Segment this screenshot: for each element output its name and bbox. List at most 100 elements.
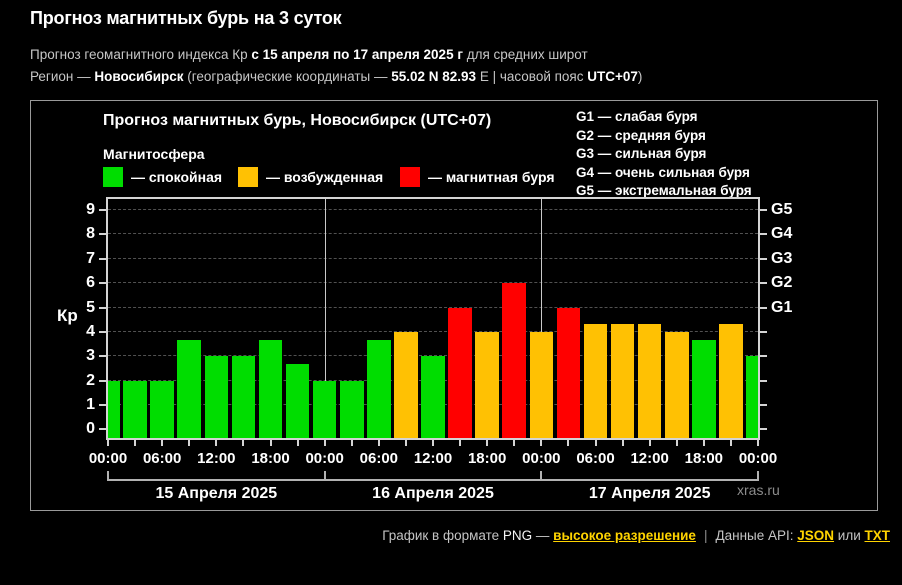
x-axis-tick bbox=[648, 440, 651, 446]
g-scale-tick-label: G4 bbox=[771, 225, 793, 243]
x-axis-tick-label: 18:00 bbox=[684, 450, 724, 467]
right-axis-tick bbox=[760, 257, 767, 260]
day-bracket-tick bbox=[540, 471, 543, 481]
g-scale-legend: G1 — слабая буря G2 — средняя буря G3 — … bbox=[576, 108, 752, 201]
g-scale-legend-item: G4 — очень сильная буря bbox=[576, 164, 750, 180]
x-axis-tick-label: 00:00 bbox=[522, 450, 561, 467]
kp-bar bbox=[123, 380, 147, 438]
y-axis-tick-label: 9 bbox=[86, 200, 95, 218]
legend-item-storm: — магнитная буря bbox=[400, 167, 555, 187]
legend-label: — спокойная bbox=[131, 169, 223, 185]
y-axis-tick-label: 6 bbox=[86, 274, 95, 292]
x-axis-tick bbox=[757, 440, 759, 446]
x-axis-tick-label: 06:00 bbox=[576, 450, 615, 467]
x-axis-tick bbox=[350, 440, 353, 446]
x-axis-tick bbox=[702, 440, 705, 446]
right-axis-tick bbox=[760, 282, 767, 285]
x-axis-tick bbox=[323, 440, 326, 446]
right-axis-tick bbox=[760, 428, 767, 431]
kp-gridline bbox=[108, 330, 758, 332]
legend-label: — магнитная буря bbox=[428, 169, 555, 185]
txt-link[interactable]: TXT bbox=[864, 528, 891, 543]
x-axis-tick bbox=[404, 440, 407, 446]
x-axis-tick bbox=[540, 440, 543, 446]
x-axis-tick bbox=[486, 440, 489, 446]
y-axis-tick-label: 5 bbox=[86, 298, 95, 316]
legend-item-excited: — возбужденная bbox=[238, 167, 383, 187]
coords-label: (географические координаты — bbox=[183, 69, 392, 84]
right-axis-tick bbox=[760, 306, 767, 309]
json-link[interactable]: JSON bbox=[797, 528, 835, 543]
x-axis-tick bbox=[675, 440, 678, 446]
kp-bar bbox=[108, 380, 120, 438]
g-scale-legend-item: G5 — экстремальная буря bbox=[576, 183, 752, 198]
chart-panel: Прогноз магнитных бурь, Новосибирск (UTC… bbox=[30, 100, 878, 511]
x-axis-tick bbox=[215, 440, 218, 446]
subtitle-date-range: с 15 апреля по 17 апреля 2025 г bbox=[251, 47, 463, 62]
legend-item-quiet: — спокойная bbox=[103, 167, 222, 187]
kp-bar bbox=[231, 356, 256, 438]
y-axis-tick bbox=[99, 257, 106, 260]
kp-bar bbox=[285, 364, 310, 438]
y-axis-tick bbox=[99, 428, 106, 431]
day-bracket-tick bbox=[107, 471, 109, 481]
day-separator-line bbox=[324, 199, 326, 438]
high-resolution-link[interactable]: высокое разрешение bbox=[553, 528, 696, 543]
magnetosphere-label: Магнитосфера bbox=[103, 146, 205, 162]
subtitle-latitudes: для средних широт bbox=[462, 47, 588, 62]
right-axis-tick bbox=[760, 379, 767, 382]
footer-or-text: или bbox=[834, 528, 865, 543]
day-label: 17 Апреля 2025 bbox=[588, 485, 711, 502]
x-axis-tick-label: 12:00 bbox=[197, 450, 236, 467]
day-label: 15 Апреля 2025 bbox=[155, 485, 278, 502]
x-axis-tick bbox=[459, 440, 462, 446]
kp-bar bbox=[637, 323, 662, 438]
x-axis-tick-label: 18:00 bbox=[467, 450, 507, 467]
footer-separator: | bbox=[703, 528, 708, 543]
day-bracket-tick bbox=[757, 471, 759, 481]
x-axis-tick bbox=[134, 440, 137, 446]
x-axis-tick-label: 18:00 bbox=[251, 450, 290, 467]
kp-bar bbox=[502, 283, 527, 438]
y-axis-tick bbox=[99, 379, 106, 382]
plot-area: 0 1 2 3 4 5 G1 6 G2 7 G3 8 G4 9 G5 00:00 06:00 12:00 18:00… bbox=[86, 197, 792, 502]
y-axis-title: Кр bbox=[57, 306, 78, 325]
kp-bar bbox=[421, 356, 445, 438]
kp-bar bbox=[583, 323, 608, 438]
kp-bar bbox=[177, 339, 202, 438]
x-axis-tick bbox=[107, 440, 109, 446]
g-scale-legend-item: G2 — средняя буря bbox=[576, 127, 706, 143]
excited-color-swatch bbox=[238, 167, 258, 187]
png-format-label: PNG bbox=[502, 528, 533, 543]
kp-bar bbox=[746, 356, 758, 438]
kp-bar bbox=[204, 356, 229, 438]
region-name: Новосибирск bbox=[94, 69, 184, 84]
x-axis-tick bbox=[188, 440, 191, 446]
kp-gridline bbox=[108, 355, 758, 357]
day-bracket bbox=[107, 471, 759, 481]
quiet-color-swatch bbox=[103, 167, 123, 187]
x-axis-tick-label: 06:00 bbox=[142, 450, 182, 467]
kp-bar bbox=[367, 339, 391, 438]
y-axis-tick-label: 0 bbox=[86, 420, 95, 438]
timezone-value: UTC+07 bbox=[587, 69, 638, 84]
x-axis-tick bbox=[567, 440, 570, 446]
y-axis-tick bbox=[99, 208, 106, 211]
y-axis-tick bbox=[99, 306, 106, 309]
g-scale-legend-item: G1 — слабая буря bbox=[576, 109, 698, 124]
y-axis-tick bbox=[99, 404, 106, 407]
g-scale-tick-label: G3 bbox=[771, 249, 793, 267]
chart-title: Прогноз магнитных бурь, Новосибирск (UTC… bbox=[103, 112, 492, 129]
forecast-subtitle: Прогноз геомагнитного индекса Кр с 15 ап… bbox=[30, 47, 588, 62]
right-axis-tick bbox=[760, 233, 767, 236]
x-axis-tick-label: 00:00 bbox=[738, 450, 778, 467]
x-axis-tick bbox=[296, 440, 299, 446]
region-line-close: ) bbox=[637, 69, 643, 84]
kp-bar bbox=[150, 380, 174, 438]
right-axis-tick bbox=[760, 404, 767, 407]
region-label: Регион — bbox=[30, 69, 95, 84]
x-axis-tick-label: 12:00 bbox=[630, 450, 669, 467]
y-axis-tick bbox=[99, 355, 106, 358]
y-axis-tick-label: 3 bbox=[86, 347, 95, 365]
storm-color-swatch bbox=[400, 167, 420, 187]
